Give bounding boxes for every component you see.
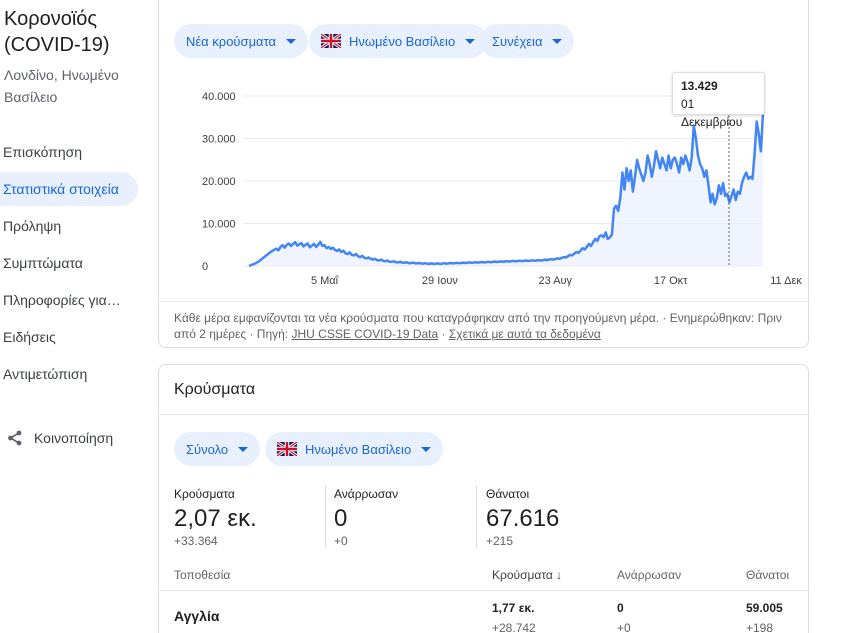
footnote-text: Κάθε μέρα εμφανίζονται τα νέα κρούσματα … — [174, 311, 782, 341]
column-header-cases-label: Κρούσματα — [492, 568, 553, 582]
sidebar-item-label: Επισκόπηση — [3, 144, 83, 160]
column-header-location: Τοποθεσία — [174, 568, 231, 582]
share-icon — [8, 430, 22, 446]
series-area — [249, 113, 763, 266]
stat-recovered-delta: +0 — [334, 534, 348, 548]
cell-deaths-delta: +198 — [746, 621, 774, 633]
chevron-down-icon — [552, 38, 563, 44]
cell-cases-delta: +28.742 — [492, 621, 536, 633]
sidebar-item-news[interactable]: Ειδήσεις — [0, 320, 138, 354]
cell-cases: 1,77 εκ. — [492, 601, 535, 615]
location-line-2: Βασίλειο — [4, 89, 58, 105]
x-tick-label: 17 Οκτ — [654, 275, 688, 287]
source-link[interactable]: JHU CSSE COVID-19 Data — [291, 327, 439, 341]
divider — [158, 301, 809, 302]
cases-chart[interactable]: 0 10.000 20.000 30.000 40.000 5 Μαΐ 29 Ιουν 23 … — [0, 0, 857, 300]
title-line-2: (COVID-19) — [4, 34, 110, 56]
sidebar-item-label: Πρόληψη — [3, 218, 62, 234]
mode-dropdown[interactable]: Συνέχεια — [480, 24, 575, 58]
share-label: Κοινοποίηση — [34, 430, 114, 446]
sidebar-item-info[interactable]: Πληροφορίες για… — [0, 283, 138, 317]
cell-recovered-delta: +0 — [617, 621, 631, 633]
stat-divider — [476, 486, 477, 548]
cases-card — [158, 364, 809, 633]
sidebar-item-label: Πληροφορίες για… — [3, 292, 121, 308]
arrow-down-icon: ↓ — [552, 568, 563, 582]
chevron-down-icon — [421, 446, 432, 452]
stat-deaths-label: Θάνατοι — [486, 487, 530, 501]
sidebar-item-statistics[interactable]: Στατιστικά στοιχεία — [0, 172, 138, 206]
stat-deaths-value: 67.616 — [486, 505, 560, 532]
tooltip-date: 01 Δεκεμβρίου — [681, 97, 743, 129]
x-tick-label: 23 Αυγ — [539, 275, 573, 287]
chevron-down-icon — [286, 38, 297, 44]
column-header-deaths: Θάνατοι — [746, 568, 790, 582]
divider — [158, 590, 809, 591]
y-tick-label: 40.000 — [202, 91, 236, 103]
share-button[interactable]: Κοινοποίηση — [6, 428, 113, 448]
mode-dropdown-label: Συνέχεια — [492, 33, 543, 49]
stat-divider — [325, 486, 326, 548]
series-line — [248, 112, 765, 268]
region-dropdown[interactable]: Ηνωμένο Βασίλειο — [309, 24, 488, 58]
stat-cases-delta: +33.364 — [174, 534, 218, 548]
stat-cases-label: Κρούσματα — [174, 487, 235, 501]
column-header-cases[interactable]: Κρούσματα ↓ — [492, 568, 562, 582]
cases-card-title: Κρούσματα — [174, 381, 256, 398]
sidebar-item-label: Στατιστικά στοιχεία — [3, 181, 119, 197]
sidebar-item-treatment[interactable]: Αντιμετώπιση — [0, 357, 138, 391]
x-tick-label: 29 Ιουν — [422, 275, 458, 287]
cases-region-dropdown[interactable]: Ηνωμένο Βασίλειο — [265, 432, 444, 466]
region-dropdown-label: Ηνωμένο Βασίλειο — [349, 33, 456, 49]
scope-dropdown-label: Σύνολο — [186, 441, 229, 457]
stat-recovered-label: Ανάρρωσαν — [334, 487, 399, 501]
sidebar-item-symptoms[interactable]: Συμπτώματα — [0, 246, 138, 280]
divider — [158, 414, 809, 415]
column-header-recovered: Ανάρρωσαν — [617, 568, 682, 582]
page-title: Κορονοϊός (COVID-19) — [4, 6, 110, 58]
sidebar-item-label: Αντιμετώπιση — [3, 366, 88, 382]
location-line-1: Λονδίνο, Ηνωμένο — [4, 67, 119, 83]
cases-region-label: Ηνωμένο Βασίλειο — [305, 441, 412, 457]
footnote-separator: · — [438, 327, 449, 341]
cell-deaths: 59.005 — [746, 601, 783, 615]
title-line-1: Κορονοϊός — [4, 8, 98, 30]
y-tick-label: 30.000 — [202, 134, 236, 146]
chevron-down-icon — [465, 38, 476, 44]
metric-dropdown[interactable]: Νέα κρούσματα — [174, 24, 309, 58]
cell-recovered: 0 — [617, 601, 624, 615]
chart-footnote: Κάθε μέρα εμφανίζονται τα νέα κρούσματα … — [174, 310, 794, 342]
sidebar: Κορονοϊός (COVID-19) Λονδίνο, Ηνωμένο Βα… — [0, 0, 150, 633]
x-tick-label: 11 Δεκ — [770, 275, 802, 287]
table-row-name[interactable]: Αγγλία — [174, 608, 220, 624]
uk-flag-icon — [321, 34, 341, 48]
sidebar-item-prevention[interactable]: Πρόληψη — [0, 209, 138, 243]
stat-recovered-value: 0 — [334, 505, 348, 532]
chart-tooltip: 13.429 01 Δεκεμβρίου — [672, 72, 765, 129]
location-text: Λονδίνο, Ηνωμένο Βασίλειο — [4, 64, 119, 108]
x-tick-label: 5 Μαΐ — [311, 275, 339, 287]
sidebar-item-label: Ειδήσεις — [3, 329, 56, 345]
metric-dropdown-label: Νέα κρούσματα — [186, 33, 277, 49]
stat-deaths-delta: +215 — [486, 534, 514, 548]
y-tick-label: 10.000 — [202, 219, 236, 231]
sidebar-item-overview[interactable]: Επισκόπηση — [0, 135, 138, 169]
y-tick-label: 20.000 — [202, 176, 236, 188]
scope-dropdown[interactable]: Σύνολο — [174, 432, 261, 466]
chevron-down-icon — [238, 446, 249, 452]
y-tick-label: 0 — [202, 261, 208, 273]
stat-cases-value: 2,07 εκ. — [174, 505, 257, 532]
about-data-link[interactable]: Σχετικά με αυτά τα δεδομένα — [448, 327, 601, 341]
tooltip-value: 13.429 — [681, 79, 718, 93]
sidebar-item-label: Συμπτώματα — [3, 255, 83, 271]
uk-flag-icon — [277, 442, 297, 456]
